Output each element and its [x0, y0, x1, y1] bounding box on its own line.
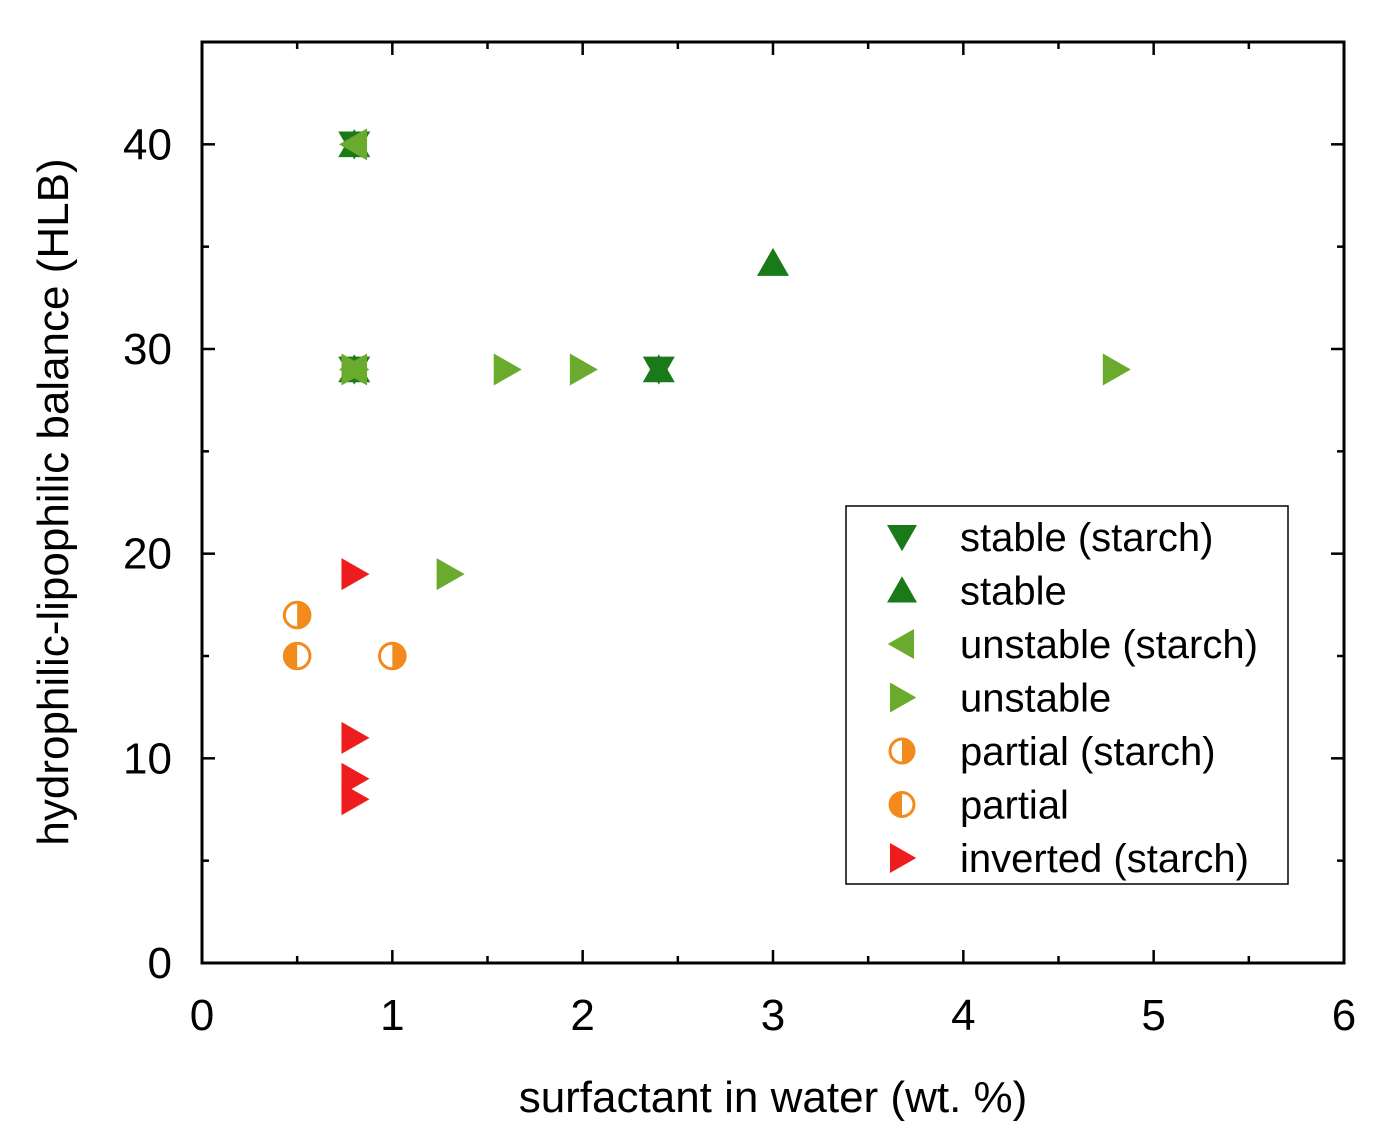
- legend-label: unstable: [960, 677, 1111, 721]
- data-point: [757, 247, 789, 276]
- marker-fill: [890, 792, 902, 817]
- marker-fill: [284, 643, 298, 669]
- marker-fill: [392, 643, 406, 669]
- y-tick-label: 10: [123, 734, 172, 783]
- legend-marker: [888, 737, 916, 765]
- x-tick-label: 5: [1141, 991, 1165, 1040]
- legend-box: [845, 505, 1289, 885]
- x-tick-label: 1: [380, 991, 404, 1040]
- legend-label: stable (starch): [960, 516, 1213, 560]
- data-point: [642, 354, 675, 383]
- data-point: [282, 641, 312, 671]
- marker-fill: [297, 602, 310, 628]
- x-tick-label: 4: [951, 991, 975, 1040]
- y-tick-label: 0: [148, 939, 172, 988]
- legend-marker: [888, 791, 916, 818]
- series-partial: [282, 641, 312, 671]
- legend: stable (starch) stable unstable (starch) un…: [845, 505, 1289, 885]
- series-stable: [338, 129, 789, 383]
- x-axis-label: surfactant in water (wt. %): [519, 1073, 1028, 1122]
- data-point: [569, 353, 598, 386]
- data-point: [341, 762, 370, 795]
- data-point: [341, 558, 370, 591]
- series-unstable-starch-: [339, 128, 368, 386]
- series-unstable: [341, 353, 1131, 591]
- axes: 0 1 2 3 4 5 6 0 10 20 30 40: [123, 40, 1356, 1040]
- y-tick-label: 20: [123, 530, 172, 579]
- data-point: [341, 721, 370, 754]
- x-tick-label: 6: [1332, 991, 1356, 1040]
- data-point: [339, 128, 368, 161]
- x-tick-label: 2: [570, 991, 594, 1040]
- y-tick-label: 40: [123, 120, 172, 169]
- legend-label: unstable (starch): [960, 623, 1258, 667]
- data-points: [282, 128, 1131, 816]
- legend-marker: [887, 576, 917, 603]
- x-tick-label: 0: [190, 991, 214, 1040]
- data-point: [436, 558, 465, 591]
- marker-fill: [902, 739, 914, 763]
- legend-label: partial (starch): [960, 730, 1216, 774]
- y-tick-label: 30: [123, 325, 172, 374]
- legend-marker: [890, 843, 917, 873]
- data-point: [341, 353, 370, 386]
- series-stable-starch-: [338, 131, 675, 385]
- data-point: [493, 353, 522, 386]
- data-point: [1102, 353, 1131, 386]
- legend-label: inverted (starch): [960, 837, 1249, 881]
- legend-marker: [887, 629, 914, 659]
- data-point: [282, 600, 312, 630]
- y-axis-label: hydrophilic-lipophilic balance (HLB): [29, 158, 78, 845]
- legend-marker: [890, 682, 917, 713]
- legend-marker: [887, 525, 917, 552]
- legend-label: partial: [960, 784, 1069, 828]
- series-partial-starch-: [282, 600, 407, 671]
- data-point: [378, 641, 407, 671]
- x-tick-label: 3: [761, 991, 785, 1040]
- series-inverted-starch-: [341, 558, 370, 816]
- legend-label: stable: [960, 570, 1067, 614]
- data-point: [341, 783, 370, 816]
